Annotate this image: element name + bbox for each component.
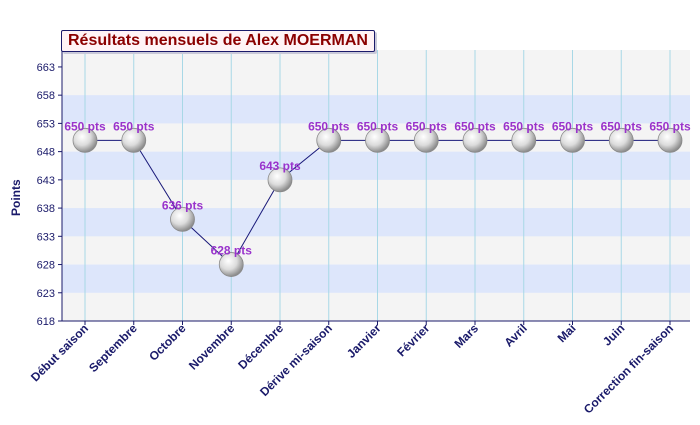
data-label: 650 pts: [552, 119, 594, 133]
data-point: [560, 127, 585, 153]
data-label: 650 pts: [64, 119, 106, 133]
x-tick-label: Mai: [555, 321, 579, 345]
data-label: 643 pts: [259, 159, 301, 173]
data-label: 628 pts: [211, 244, 253, 258]
y-axis-label: Points: [9, 179, 23, 216]
x-tick-label: Début saison: [28, 321, 91, 384]
x-tick-label: Janvier: [344, 321, 384, 361]
x-tick-label: Mars: [451, 321, 481, 351]
x-tick-label: Février: [394, 321, 432, 359]
x-tick-label: Avril: [501, 321, 529, 349]
y-tick-label: 628: [37, 260, 55, 272]
x-tick-label: Novembre: [186, 321, 238, 373]
grid-band: [62, 208, 690, 237]
data-label: 650 pts: [406, 119, 448, 133]
data-label: 636 pts: [162, 198, 204, 212]
data-label: 650 pts: [649, 119, 691, 133]
data-label: 650 pts: [601, 119, 643, 133]
y-tick-label: 653: [37, 118, 55, 130]
y-tick-label: 618: [37, 316, 55, 328]
chart-title: Résultats mensuels de Alex MOERMAN: [61, 30, 375, 52]
data-point: [316, 127, 342, 153]
data-point: [170, 206, 195, 232]
data-point: [267, 167, 293, 193]
y-tick-label: 633: [37, 231, 55, 243]
y-tick-label: 623: [37, 288, 55, 300]
y-tick-label: 643: [37, 175, 55, 187]
grid-band: [62, 95, 690, 124]
data-point: [657, 127, 683, 153]
data-point: [511, 127, 537, 153]
data-point: [608, 127, 634, 153]
data-label: 650 pts: [113, 119, 155, 133]
x-tick-label: Correction fin-saison: [581, 321, 676, 416]
x-tick-label: Octobre: [146, 321, 189, 364]
x-tick-label: Juin: [600, 321, 627, 348]
data-point: [365, 127, 390, 153]
data-point: [218, 252, 244, 277]
data-point: [462, 127, 488, 153]
x-tick-label: Décembre: [235, 321, 286, 372]
data-point: [72, 127, 98, 153]
y-tick-label: 638: [37, 203, 55, 215]
y-tick-label: 663: [37, 62, 55, 74]
data-label: 650 pts: [308, 119, 350, 133]
data-label: 650 pts: [357, 119, 399, 133]
grid-band: [62, 264, 690, 293]
y-tick-label: 658: [37, 90, 55, 102]
x-tick-label: Septembre: [86, 321, 140, 375]
data-point: [413, 127, 439, 153]
data-point: [121, 127, 147, 153]
data-label: 650 pts: [503, 119, 545, 133]
y-tick-label: 648: [37, 147, 55, 159]
grid-band: [62, 151, 690, 180]
data-label: 650 pts: [454, 119, 496, 133]
